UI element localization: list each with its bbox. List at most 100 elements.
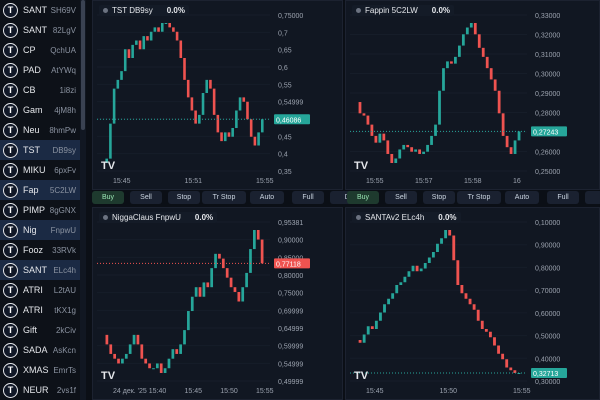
price-axis-label: 0,30000: [535, 379, 560, 386]
candle: [374, 135, 378, 143]
candle: [202, 282, 206, 297]
sidebar-item-ticker: 33RVk: [52, 245, 76, 255]
sidebar-item[interactable]: T PIMP 8gGNX: [0, 200, 80, 220]
token-icon: T: [3, 302, 18, 318]
sidebar-item[interactable]: T MIKU 6pxFv: [0, 160, 80, 180]
sidebar-item[interactable]: T Gam 4jM8h: [0, 100, 80, 120]
price-chart[interactable]: 0,10000 0,90000 0,80000 0,70000 0,60000 0,500…: [346, 208, 599, 399]
candle: [444, 230, 448, 239]
candle: [366, 115, 370, 125]
candle: [422, 151, 425, 154]
del-button-2[interactable]: Del: [585, 191, 600, 204]
chart-symbol: Fappin 5C2LW: [365, 6, 418, 15]
candle: [440, 238, 443, 244]
tr-stop-button[interactable]: Tr Stop: [202, 191, 246, 204]
sidebar-item-name: Gam: [23, 105, 43, 115]
sidebar-item[interactable]: T CB 1i8zi: [0, 80, 80, 100]
price-axis-label: 0,7: [278, 30, 288, 37]
price-axis-label: 0,80000: [278, 273, 303, 280]
candle: [390, 153, 394, 163]
sidebar-item[interactable]: T Fooz 33RVk: [0, 240, 80, 260]
candle: [179, 344, 182, 354]
candle: [448, 230, 452, 236]
sidebar-item[interactable]: T NEUR 2vs1f: [0, 380, 80, 400]
full-button[interactable]: Full: [292, 191, 324, 204]
sidebar-item[interactable]: T Nig FnpwU: [0, 220, 80, 240]
candle: [229, 277, 233, 288]
sidebar-item[interactable]: T SADA AsKcn: [0, 340, 80, 360]
price-chart[interactable]: 0,953810,900000,850000,800000,750000,699…: [93, 208, 342, 399]
time-axis-label: 15:55: [256, 178, 274, 185]
sidebar-item-name: MIKU: [23, 165, 46, 175]
candle: [497, 90, 501, 114]
sidebar-item[interactable]: T TST DB9sy: [0, 140, 80, 160]
sidebar-item[interactable]: T PAD AtYWq: [0, 60, 80, 80]
chart-title: TST DB9sy 0.0%: [99, 5, 189, 16]
candle: [469, 23, 473, 28]
sidebar-item-name: SANT: [23, 5, 48, 15]
sidebar-item-ticker: QchUA: [50, 45, 76, 55]
sidebar-item-ticker: 8hmPw: [49, 125, 76, 135]
time-axis-label: 15:55: [256, 388, 274, 395]
stop-button[interactable]: Stop: [168, 191, 200, 204]
change-percent: 0.0%: [194, 213, 214, 222]
auto-button[interactable]: Auto: [250, 191, 284, 204]
sidebar-item-ticker: 5C2LW: [49, 185, 76, 195]
candle: [220, 132, 223, 142]
candle: [179, 40, 183, 58]
sidebar-item-ticker: SH69V: [50, 5, 76, 15]
tr-stop-button-2[interactable]: Tr Stop: [457, 191, 501, 204]
sidebar-item[interactable]: T SANT 82LgV: [0, 20, 80, 40]
candle: [210, 268, 214, 288]
candle: [116, 79, 120, 89]
candle: [135, 40, 138, 45]
price-axis-label: 0,35: [278, 169, 292, 176]
current-price-badge: [274, 258, 310, 269]
candle: [233, 287, 237, 292]
candle: [198, 287, 202, 297]
sidebar-item[interactable]: T Neu 8hmPw: [0, 120, 80, 140]
buy-button-2[interactable]: Buy: [347, 191, 379, 204]
sidebar-item[interactable]: T ATRI tKX1g: [0, 300, 80, 320]
candle: [175, 349, 179, 354]
candle: [123, 49, 127, 72]
buy-button[interactable]: Buy: [92, 191, 124, 204]
candle: [206, 282, 210, 288]
sidebar-item[interactable]: T ATRI L2tAU: [0, 280, 80, 300]
price-chart[interactable]: 0,33000 0,32000 0,31000 0,30000 0,29000 0,280…: [346, 1, 599, 189]
candle: [152, 368, 155, 370]
candle: [454, 56, 457, 64]
price-axis-label: 0,30000: [535, 72, 560, 79]
candle: [426, 144, 429, 152]
sidebar-item[interactable]: T Gift 2kCiv: [0, 320, 80, 340]
current-price-label: 0,77118: [276, 261, 301, 268]
stop-button-2[interactable]: Stop: [423, 191, 455, 204]
candle: [194, 287, 198, 297]
candle: [399, 282, 403, 285]
sidebar-scrollbar[interactable]: [80, 0, 86, 400]
candle: [142, 36, 146, 50]
sidebar-item[interactable]: T XMAS EmrTs: [0, 360, 80, 380]
candle: [419, 268, 423, 272]
candle: [155, 363, 159, 369]
price-axis-label: 0,69999: [278, 308, 303, 315]
candle: [136, 334, 140, 345]
candle: [256, 230, 260, 240]
sell-button[interactable]: Sell: [130, 191, 162, 204]
price-chart[interactable]: 0,750000,70,650,60,550,549990,50,450,40,…: [93, 1, 342, 189]
current-price-label: 0,27243: [533, 129, 558, 136]
scroll-thumb[interactable]: [81, 0, 85, 130]
candle: [124, 353, 128, 359]
sidebar-item[interactable]: T SANT SH69V: [0, 0, 80, 20]
candle: [489, 68, 493, 80]
chart-panel-3: 0,953810,900000,850000,800000,750000,699…: [92, 207, 343, 400]
full-button-2[interactable]: Full: [547, 191, 579, 204]
time-axis-label: 24 дек. '25: [113, 388, 147, 395]
token-icon: T: [3, 2, 18, 18]
sell-button-2[interactable]: Sell: [385, 191, 417, 204]
sidebar-item[interactable]: T CP QchUA: [0, 40, 80, 60]
candle: [378, 133, 382, 143]
auto-button-2[interactable]: Auto: [505, 191, 539, 204]
sidebar-item[interactable]: T SANT ELc4h: [0, 260, 80, 280]
sidebar-item[interactable]: T Fap 5C2LW: [0, 180, 80, 200]
